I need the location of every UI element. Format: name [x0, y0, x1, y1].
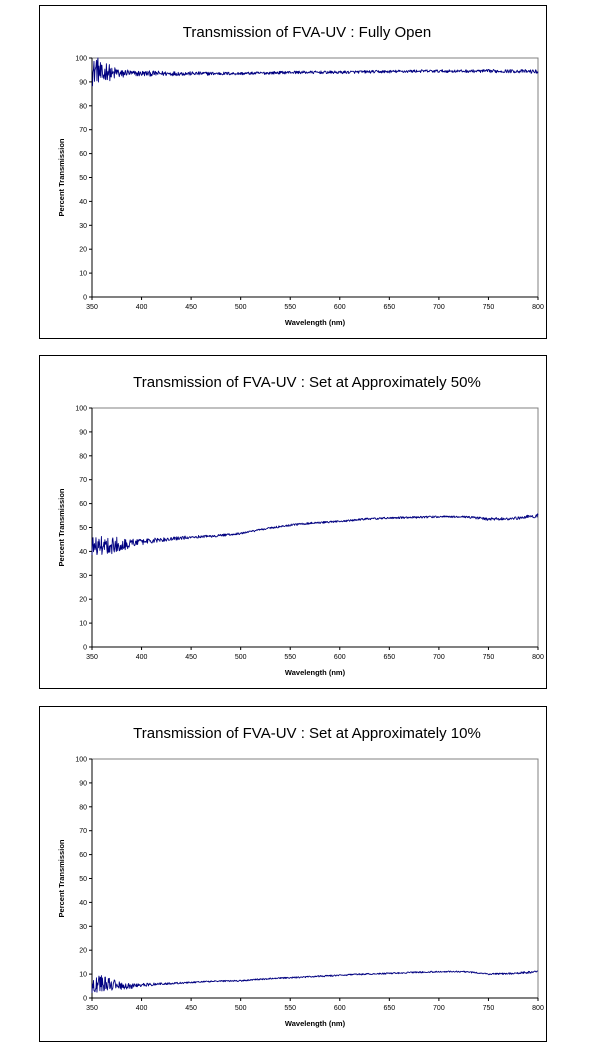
- y-tick-label: 90: [79, 429, 87, 436]
- plot-area: [91, 407, 539, 648]
- chart-title: Transmission of FVA-UV : Set at Approxim…: [133, 374, 481, 391]
- y-tick-label: 40: [79, 199, 87, 206]
- y-tick-label: 100: [75, 757, 87, 764]
- y-tick-label: 40: [79, 549, 87, 556]
- y-tick-label: 50: [79, 175, 87, 182]
- chart-50-percent: Transmission of FVA-UV : Set at Approxim…: [57, 374, 544, 677]
- plot-area: [91, 758, 539, 999]
- x-tick-label: 800: [532, 1005, 544, 1012]
- x-tick-label: 400: [136, 1005, 148, 1012]
- y-tick-label: 10: [79, 972, 87, 979]
- chart-panel-fully-open: Transmission of FVA-UV : Fully Open 0 10 20…: [39, 5, 547, 339]
- y-axis-label: Percent Transmission: [57, 488, 66, 566]
- y-tick-label: 80: [79, 103, 87, 110]
- x-axis-label: Wavelength (nm): [285, 1019, 346, 1028]
- y-tick-label: 20: [79, 247, 87, 254]
- chart-panel-10-percent: Transmission of FVA-UV : Set at Approxim…: [39, 706, 547, 1042]
- y-tick-label: 30: [79, 573, 87, 580]
- x-tick-label: 450: [185, 1005, 197, 1012]
- y-tick-label: 20: [79, 597, 87, 604]
- x-tick-label: 750: [483, 304, 495, 311]
- x-tick-label: 750: [483, 654, 495, 661]
- chart-title: Transmission of FVA-UV : Set at Approxim…: [133, 725, 481, 742]
- x-tick-label: 750: [483, 1005, 495, 1012]
- chart-panel-50-percent: Transmission of FVA-UV : Set at Approxim…: [39, 355, 547, 689]
- x-tick-label: 700: [433, 654, 445, 661]
- x-tick-label: 500: [235, 654, 247, 661]
- y-tick-label: 100: [75, 56, 87, 63]
- y-tick-label: 60: [79, 151, 87, 158]
- y-axis-label: Percent Transmission: [57, 138, 66, 216]
- x-tick-label: 400: [136, 654, 148, 661]
- x-tick-label: 500: [235, 304, 247, 311]
- x-axis-label: Wavelength (nm): [285, 668, 346, 677]
- y-tick-label: 80: [79, 453, 87, 460]
- plot-area: [91, 57, 539, 298]
- x-tick-label: 350: [86, 654, 98, 661]
- series-line: [91, 513, 539, 556]
- x-tick-label: 800: [532, 654, 544, 661]
- x-tick-label: 400: [136, 304, 148, 311]
- x-tick-label: 600: [334, 304, 346, 311]
- y-tick-label: 80: [79, 804, 87, 811]
- chart-title: Transmission of FVA-UV : Fully Open: [183, 24, 431, 41]
- y-tick-label: 90: [79, 780, 87, 787]
- y-tick-label: 0: [83, 996, 87, 1003]
- x-axis-label: Wavelength (nm): [285, 318, 346, 327]
- x-tick-label: 550: [284, 304, 296, 311]
- y-tick-label: 50: [79, 525, 87, 532]
- x-tick-label: 550: [284, 1005, 296, 1012]
- y-tick-label: 30: [79, 924, 87, 931]
- x-tick-label: 600: [334, 1005, 346, 1012]
- y-axis-label: Percent Transmission: [57, 839, 66, 917]
- y-tick-label: 40: [79, 900, 87, 907]
- y-tick-label: 0: [83, 645, 87, 652]
- x-tick-label: 650: [383, 304, 395, 311]
- series-line: [91, 57, 539, 87]
- y-tick-label: 20: [79, 948, 87, 955]
- series-line: [91, 970, 539, 993]
- chart-fully-open: Transmission of FVA-UV : Fully Open 0 10 20…: [57, 24, 544, 327]
- x-tick-label: 700: [433, 1005, 445, 1012]
- chart-10-percent: Transmission of FVA-UV : Set at Approxim…: [57, 725, 544, 1028]
- y-tick-label: 70: [79, 127, 87, 134]
- y-tick-label: 70: [79, 477, 87, 484]
- y-tick-label: 70: [79, 828, 87, 835]
- x-tick-label: 650: [383, 1005, 395, 1012]
- x-tick-label: 700: [433, 304, 445, 311]
- x-tick-label: 600: [334, 654, 346, 661]
- y-tick-label: 10: [79, 271, 87, 278]
- y-tick-label: 60: [79, 852, 87, 859]
- x-tick-label: 800: [532, 304, 544, 311]
- x-tick-label: 550: [284, 654, 296, 661]
- y-tick-label: 100: [75, 406, 87, 413]
- x-tick-label: 450: [185, 654, 197, 661]
- y-tick-label: 30: [79, 223, 87, 230]
- x-tick-label: 350: [86, 304, 98, 311]
- x-tick-label: 350: [86, 1005, 98, 1012]
- y-tick-label: 50: [79, 876, 87, 883]
- y-tick-label: 60: [79, 501, 87, 508]
- y-tick-label: 90: [79, 79, 87, 86]
- y-tick-label: 10: [79, 621, 87, 628]
- x-tick-label: 650: [383, 654, 395, 661]
- x-tick-label: 450: [185, 304, 197, 311]
- x-tick-label: 500: [235, 1005, 247, 1012]
- y-tick-label: 0: [83, 295, 87, 302]
